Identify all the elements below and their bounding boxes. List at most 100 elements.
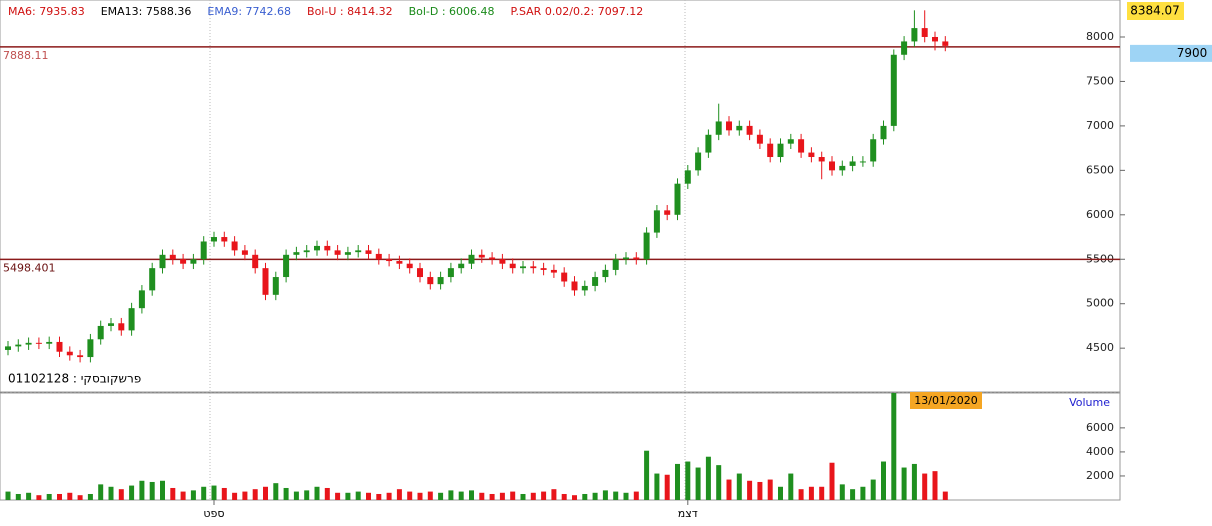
candle-body — [633, 257, 640, 260]
volume-bar — [355, 491, 361, 500]
volume-bar — [891, 393, 897, 500]
volume-bar — [57, 493, 62, 500]
volume-bar — [551, 489, 557, 500]
candle-body — [623, 257, 629, 260]
volume-bar — [819, 486, 825, 500]
candle-body — [169, 254, 176, 260]
volume-bar — [438, 492, 444, 500]
indicator-value: EMA13: 7588.36 — [101, 5, 192, 18]
volume-bar — [273, 483, 279, 500]
candle-body — [921, 28, 928, 37]
candle-body — [365, 250, 372, 254]
volume-bar — [417, 492, 423, 500]
candle-body — [447, 268, 454, 278]
volume-bar — [190, 490, 196, 500]
indicator-value: Bol-D : 6006.48 — [409, 5, 495, 18]
candle-body — [540, 268, 547, 270]
volume-bar — [829, 462, 835, 500]
volume-bar — [386, 492, 392, 500]
candle-body — [746, 125, 753, 135]
candle-body — [602, 269, 609, 278]
candle-body — [695, 152, 702, 171]
candle-body — [839, 165, 846, 171]
last-price-box — [1130, 44, 1212, 62]
volume-bar — [263, 486, 268, 500]
date-box — [910, 392, 982, 409]
volume-bar — [932, 471, 938, 500]
candle-body — [550, 269, 557, 273]
y-tick-label: 6000 — [1086, 208, 1114, 221]
candle-body — [787, 139, 794, 144]
candle-body — [870, 139, 877, 162]
candle-body — [406, 263, 413, 269]
last-price-label: 7900 — [1177, 46, 1208, 60]
candle-body — [87, 339, 94, 358]
candle-body — [77, 355, 84, 358]
volume-bar — [808, 486, 814, 500]
volume-bar — [98, 484, 104, 500]
volume-bar — [293, 491, 299, 500]
volume-bar — [221, 487, 227, 500]
volume-bar — [407, 491, 413, 500]
volume-bar — [129, 485, 135, 500]
volume-bar — [613, 491, 619, 500]
y-tick-label: 4000 — [1086, 445, 1114, 458]
volume-bar — [366, 492, 371, 500]
candle-body — [262, 268, 269, 295]
volume-bar — [850, 489, 856, 500]
y-tick-label: 6500 — [1086, 163, 1114, 176]
volume-bar — [87, 493, 93, 500]
last-high-label: 8384.07 — [1130, 4, 1180, 18]
volume-bar — [695, 467, 701, 500]
y-tick-label: 7500 — [1086, 74, 1114, 87]
candle-body — [25, 342, 32, 345]
candle-body — [396, 261, 403, 264]
volume-bar — [77, 495, 83, 500]
volume-bar — [479, 492, 485, 500]
candle-body — [777, 143, 784, 158]
candle-body — [756, 134, 763, 144]
candle-body — [489, 257, 496, 260]
volume-bar — [304, 490, 310, 500]
volume-bar — [623, 492, 629, 500]
y-tick-label: 4500 — [1086, 341, 1114, 354]
candle-body — [829, 161, 835, 171]
y-tick-label: 7000 — [1086, 119, 1114, 132]
candle-body — [478, 254, 485, 258]
volume-bar — [633, 491, 639, 500]
volume-bar — [911, 463, 917, 500]
candle-body — [200, 241, 207, 260]
indicator-value: EMA9: 7742.68 — [207, 5, 291, 18]
candle-body — [726, 121, 732, 131]
volume-bar — [778, 486, 783, 500]
candle-body — [653, 210, 660, 233]
candle-body — [293, 252, 300, 255]
candle-body — [818, 157, 825, 162]
volume-bar — [149, 481, 155, 500]
volume-bar — [644, 450, 650, 500]
candle-body — [190, 259, 197, 264]
candle-body — [211, 237, 217, 242]
y-tick-label: 6000 — [1086, 421, 1114, 434]
volume-bar — [736, 473, 742, 500]
volume-bar — [180, 491, 186, 500]
candle-body — [520, 266, 526, 269]
volume-bar — [26, 492, 32, 500]
candle-body — [715, 121, 722, 135]
volume-bar — [705, 456, 711, 500]
candle-body — [108, 323, 114, 326]
candle-body — [643, 232, 650, 260]
candle-body — [942, 41, 949, 46]
volume-bar — [839, 484, 845, 500]
candle-body — [138, 290, 145, 309]
volume-bar — [541, 491, 547, 500]
candle-body — [767, 143, 774, 158]
candle-body — [56, 341, 63, 352]
volume-bar — [252, 489, 258, 500]
candle-body — [46, 341, 53, 344]
candle-body — [581, 285, 588, 291]
volume-bar — [881, 461, 886, 500]
candle-body — [736, 125, 743, 131]
level-label: 5498.401 — [3, 261, 56, 274]
